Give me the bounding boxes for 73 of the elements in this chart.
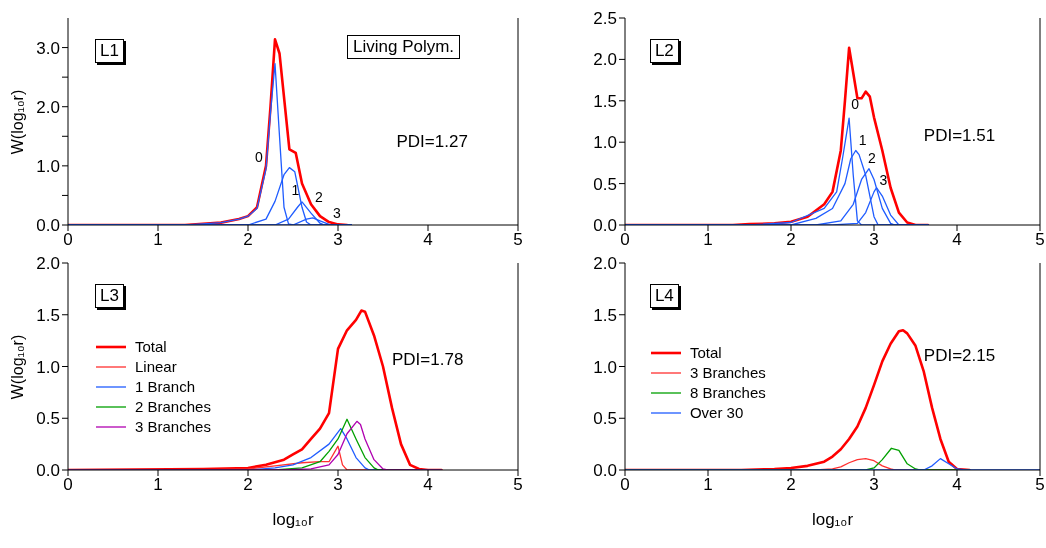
y-tick-label: 2.0 <box>36 97 60 117</box>
annotation: PDI=2.15 <box>923 345 996 366</box>
x-tick-label: 1 <box>703 475 713 495</box>
legend-label: 3 Branches <box>689 364 766 381</box>
y-tick-label: 1.0 <box>593 357 617 377</box>
y-tick-label: 2.5 <box>593 9 617 29</box>
x-tick-label: 2 <box>243 230 253 250</box>
annotation: PDI=1.78 <box>392 349 464 370</box>
y-tick-label: 0.0 <box>36 461 60 481</box>
x-tick-label: 2 <box>786 475 796 495</box>
y-tick-label: 0.5 <box>36 409 60 429</box>
y-tick-label: 1.5 <box>593 91 617 111</box>
legend-label: Linear <box>135 358 177 375</box>
x-tick-label: 4 <box>423 475 433 495</box>
annotation: Living Polym. <box>347 34 461 59</box>
y-tick-label: 0.5 <box>593 174 617 194</box>
series-label: 1 <box>858 132 867 149</box>
series-label: 3 <box>879 172 888 189</box>
legend-label: 3 Branches <box>135 418 211 435</box>
x-tick-label: 5 <box>1035 230 1045 250</box>
annotation: PDI=1.27 <box>396 131 468 152</box>
x-tick-label: 2 <box>786 230 796 250</box>
series-label: 1 <box>291 182 300 199</box>
y-tick-label: 0.0 <box>593 461 617 481</box>
text: L3 <box>95 283 124 308</box>
x-tick-label: 2 <box>243 475 253 495</box>
x-tick-label: 5 <box>513 230 523 250</box>
x-tick-label: 0 <box>620 230 630 250</box>
series-label: 0 <box>255 149 264 166</box>
x-tick-label: 3 <box>333 230 343 250</box>
x-tick-label: 1 <box>153 230 163 250</box>
legend-label: Total <box>689 344 722 361</box>
x-tick-label: 1 <box>703 230 713 250</box>
legend-label: Over 30 <box>689 404 744 421</box>
x-tick-label: 4 <box>952 230 962 250</box>
x-axis-title: log₁₀r <box>272 510 314 529</box>
y-tick-label: 1.5 <box>593 305 617 325</box>
x-tick-label: 5 <box>513 475 523 495</box>
x-tick-label: 0 <box>620 475 630 495</box>
x-tick-label: 4 <box>952 475 962 495</box>
legend-label: 8 Branches <box>689 384 766 401</box>
y-tick-label: 2.0 <box>36 254 60 274</box>
y-tick-label: 1.0 <box>36 357 60 377</box>
y-axis-title: W(log₁₀r) <box>8 333 27 401</box>
x-tick-label: 3 <box>869 230 879 250</box>
y-tick-label: 1.0 <box>593 133 617 153</box>
y-tick-label: 3.0 <box>36 38 60 58</box>
legend-label: Total <box>135 338 167 355</box>
series-label: 2 <box>315 188 324 205</box>
y-tick-label: 0.0 <box>593 216 617 236</box>
x-tick-label: 0 <box>63 475 73 495</box>
y-tick-label: 1.5 <box>36 305 60 325</box>
x-tick-label: 3 <box>869 475 879 495</box>
text: L2 <box>649 38 679 63</box>
series-label: 0 <box>851 95 860 112</box>
text: L4 <box>649 283 679 308</box>
y-tick-label: 1.0 <box>36 156 60 176</box>
x-axis-title: log₁₀r <box>811 510 854 529</box>
y-tick-label: 0.5 <box>593 409 617 429</box>
y-axis-title: W(log₁₀r) <box>8 88 27 156</box>
legend-label: 1 Branch <box>135 378 196 395</box>
x-tick-label: 0 <box>63 230 73 250</box>
x-tick-label: 1 <box>153 475 163 495</box>
legend-label: 2 Branches <box>135 398 211 415</box>
y-tick-label: 2.0 <box>593 50 617 70</box>
y-tick-label: 2.0 <box>593 254 617 274</box>
x-tick-label: 3 <box>333 475 343 495</box>
annotation: PDI=1.51 <box>923 125 996 146</box>
series-label: 2 <box>868 150 877 167</box>
x-tick-label: 4 <box>423 230 433 250</box>
x-tick-label: 5 <box>1035 475 1045 495</box>
y-tick-label: 0.0 <box>36 216 60 236</box>
text: L1 <box>95 38 124 63</box>
